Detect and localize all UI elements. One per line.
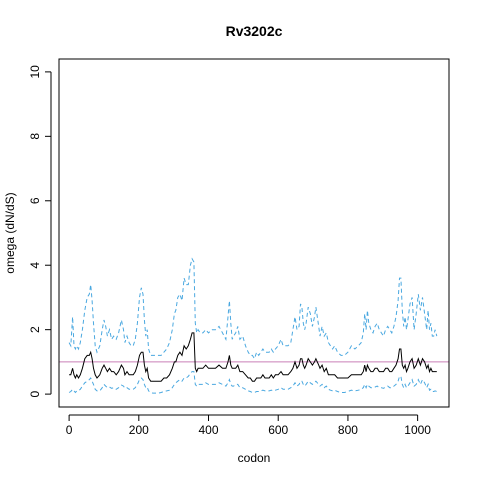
series-line-estimate [69,332,437,382]
y-tick-label: 0 [28,390,42,397]
series-layer [59,257,449,394]
x-tick-label: 0 [66,423,73,437]
y-tick-label: 8 [28,133,42,140]
y-tick-label: 2 [28,326,42,333]
y-tick-label: 10 [28,65,42,79]
x-axis-label: codon [238,451,271,465]
y-tick-label: 4 [28,262,42,269]
x-tick-label: 400 [199,423,219,437]
y-tick-label: 6 [28,197,42,204]
chart-title: Rv3202c [226,23,283,39]
series-line-lower-bound [68,371,437,394]
plot-frame [58,58,450,408]
x-tick-label: 800 [338,423,358,437]
x-tick-label: 600 [268,423,288,437]
x-tick-label: 200 [129,423,149,437]
y-axis-label: omega (dN/dS) [3,192,17,273]
axes-layer: 0 200 400 600 800 1000 0 2 4 6 8 10 [28,65,431,437]
x-tick-label: 1000 [404,423,431,437]
series-line-upper-bound [68,257,438,360]
